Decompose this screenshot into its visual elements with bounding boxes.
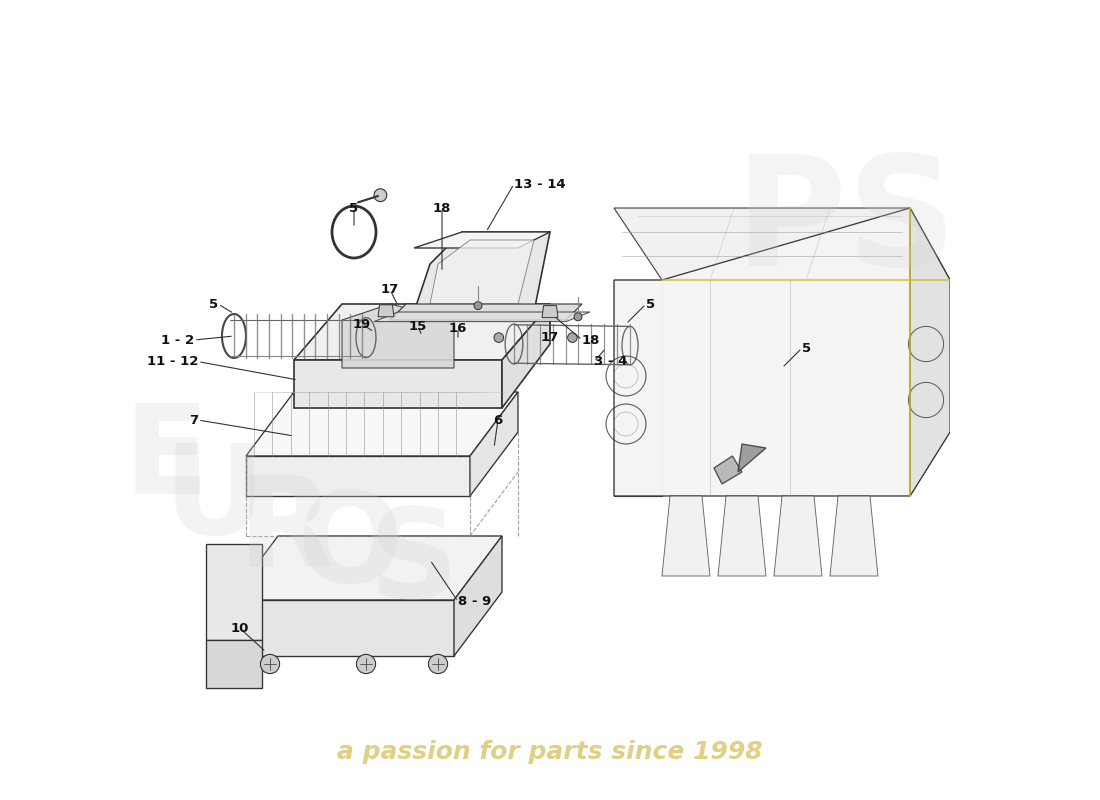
Polygon shape	[230, 600, 454, 656]
Text: 5: 5	[209, 298, 218, 310]
Text: 5: 5	[802, 342, 811, 354]
Polygon shape	[414, 232, 550, 312]
Text: a passion for parts since 1998: a passion for parts since 1998	[338, 740, 762, 764]
Text: 17: 17	[541, 331, 559, 344]
Text: 10: 10	[230, 622, 249, 634]
Polygon shape	[246, 456, 470, 496]
Polygon shape	[294, 360, 502, 408]
Text: S: S	[368, 503, 459, 624]
Polygon shape	[206, 640, 262, 688]
Polygon shape	[342, 304, 454, 368]
Text: 5: 5	[350, 202, 359, 214]
Polygon shape	[830, 496, 878, 576]
Text: 16: 16	[449, 322, 468, 334]
Text: 18: 18	[432, 202, 451, 214]
Polygon shape	[738, 444, 766, 472]
Polygon shape	[718, 496, 766, 576]
Polygon shape	[542, 306, 558, 318]
Text: 13 - 14: 13 - 14	[514, 178, 565, 190]
Text: 17: 17	[381, 283, 399, 296]
Polygon shape	[430, 240, 534, 304]
Circle shape	[574, 313, 582, 321]
Polygon shape	[774, 496, 822, 576]
Polygon shape	[390, 304, 582, 320]
Text: 6: 6	[494, 414, 503, 426]
Circle shape	[374, 189, 387, 202]
Polygon shape	[502, 304, 550, 408]
Polygon shape	[614, 280, 662, 496]
Polygon shape	[662, 496, 710, 576]
Text: 3 - 4: 3 - 4	[594, 355, 627, 368]
Polygon shape	[714, 456, 742, 484]
Text: O: O	[297, 487, 403, 608]
Text: 19: 19	[353, 318, 371, 330]
Polygon shape	[246, 392, 518, 456]
Text: U: U	[163, 439, 265, 560]
Polygon shape	[614, 208, 950, 496]
Text: 5: 5	[646, 298, 656, 310]
Polygon shape	[470, 392, 518, 496]
Circle shape	[356, 654, 375, 674]
Polygon shape	[378, 305, 394, 317]
Circle shape	[494, 333, 504, 342]
Polygon shape	[454, 536, 502, 656]
Text: E: E	[123, 399, 209, 520]
Text: R: R	[238, 471, 334, 592]
Text: 8 - 9: 8 - 9	[458, 595, 492, 608]
Polygon shape	[910, 208, 950, 496]
Polygon shape	[414, 232, 550, 248]
Circle shape	[428, 654, 448, 674]
Circle shape	[261, 654, 279, 674]
Text: 11 - 12: 11 - 12	[146, 355, 198, 368]
Text: PS: PS	[735, 150, 957, 298]
Polygon shape	[206, 544, 262, 640]
Polygon shape	[294, 304, 550, 360]
Text: 18: 18	[582, 334, 601, 346]
Circle shape	[474, 302, 482, 310]
Text: 7: 7	[189, 414, 198, 426]
Circle shape	[568, 333, 578, 342]
Polygon shape	[230, 536, 502, 600]
Text: 1 - 2: 1 - 2	[161, 334, 194, 346]
Polygon shape	[374, 312, 590, 322]
Text: 15: 15	[409, 320, 427, 333]
Polygon shape	[614, 208, 950, 280]
